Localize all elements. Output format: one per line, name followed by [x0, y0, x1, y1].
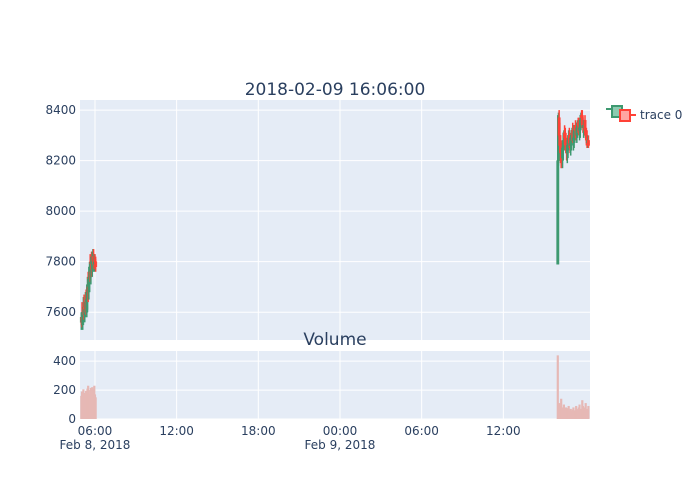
legend-entry-label: trace 0	[640, 108, 682, 122]
price-y-tick-label: 7800	[45, 255, 76, 269]
legend[interactable]: trace 0	[606, 105, 682, 122]
volume-x-tick-label: 12:00	[486, 424, 521, 438]
volume-x-tick-label: 00:00	[323, 424, 358, 438]
volume-bar[interactable]	[587, 405, 590, 419]
volume-y-tick-label: 400	[53, 354, 76, 368]
price-y-tick-labels: 7600 7800 8000 8200 8400	[45, 103, 76, 319]
candle[interactable]	[94, 256, 98, 272]
volume-x-tick-label: 12:00	[159, 424, 194, 438]
volume-gridlines	[80, 360, 590, 420]
candle-body	[586, 140, 590, 146]
price-x-gridlines	[94, 100, 504, 340]
volume-x-tick-label: 06:00	[404, 424, 439, 438]
volume-y-tick-label: 0	[68, 412, 76, 426]
volume-y-tick-labels: 0 200 400	[53, 354, 76, 426]
price-candles	[79, 110, 590, 330]
volume-plot-area[interactable]	[80, 351, 590, 419]
price-chart-title: 2018-02-09 16:06:00	[245, 80, 426, 100]
volume-x-gridlines	[94, 351, 504, 419]
candle-body	[556, 160, 560, 265]
volume-x-tick-label: 18:00	[241, 424, 276, 438]
volume-x-date-label: Feb 9, 2018	[305, 438, 376, 452]
legend-swatch-decreasing	[619, 109, 631, 122]
volume-chart-title: Volume	[303, 330, 366, 350]
volume-bars	[80, 355, 590, 419]
price-y-tick-label: 7600	[45, 305, 76, 319]
volume-x-tick-label: 06:00	[78, 424, 113, 438]
price-plot-area[interactable]	[80, 100, 590, 340]
candle-body	[94, 261, 98, 267]
price-y-tick-label: 8200	[45, 154, 76, 168]
volume-bar[interactable]	[94, 397, 97, 419]
volume-bar[interactable]	[560, 398, 563, 419]
volume-y-tick-label: 200	[53, 383, 76, 397]
price-gridlines	[80, 109, 590, 313]
volume-bar[interactable]	[556, 355, 559, 419]
volume-x-date-label: Feb 8, 2018	[60, 438, 131, 452]
price-y-tick-label: 8000	[45, 204, 76, 218]
candle[interactable]	[586, 135, 590, 148]
price-y-tick-label: 8400	[45, 103, 76, 117]
